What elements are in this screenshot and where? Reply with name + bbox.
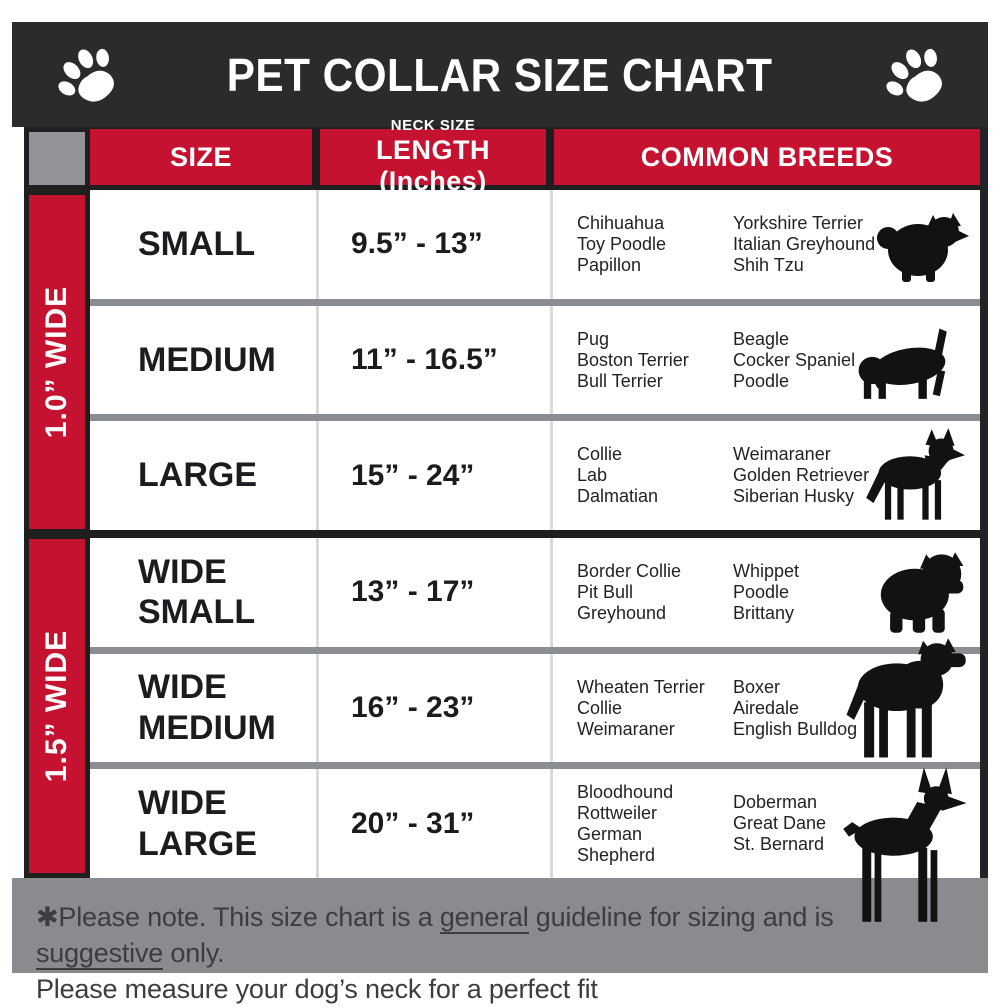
section-1-0-wide: SMALL 9.5” - 13” Chihuahua Toy Poodle Pa… <box>90 190 980 531</box>
breeds-list: Boxer Airedale English Bulldog <box>733 676 858 739</box>
footer-text: ✱Please note. This size chart is a <box>36 902 440 932</box>
footer-line-2: Please measure your dog’s neck for a per… <box>36 974 598 1004</box>
breeds-list: Yorkshire Terrier Italian Greyhound Shih… <box>733 212 876 275</box>
breeds-list: Pug Boston Terrier Bull Terrier <box>577 328 689 391</box>
footer-note: ✱Please note. This size chart is a gener… <box>12 878 988 1004</box>
collar-width-rail: 1.0” WIDE 1.5” WIDE <box>24 127 90 878</box>
breeds-cell: Pug Boston Terrier Bull Terrier Beagle C… <box>550 305 980 415</box>
table-row-wide-small: WIDE SMALL 13” - 17” Border Collie Pit B… <box>90 538 980 647</box>
column-header-row: SIZE NECK SIZE LENGTH (Inches) COMMON BR… <box>90 117 980 196</box>
size-label: WIDE MEDIUM <box>138 668 276 747</box>
table-row-small: SMALL 9.5” - 13” Chihuahua Toy Poodle Pa… <box>90 190 980 299</box>
breeds-list: Weimaraner Golden Retriever Siberian Hus… <box>733 444 870 507</box>
pomeranian-dog-silhouette <box>872 204 972 284</box>
column-header-size: SIZE <box>90 129 312 185</box>
pitbull-dog-silhouette <box>834 632 972 770</box>
bulldog-dog-silhouette <box>868 543 972 641</box>
table-row-large: LARGE 15” - 24” Collie Lab Dalmatian Wei… <box>90 414 980 531</box>
beagle-dog-silhouette <box>846 318 972 402</box>
breeds-list: Whippet Poodle Brittany <box>733 560 800 623</box>
paw-icon <box>886 48 942 102</box>
title-bar: PET COLLAR SIZE CHART <box>12 22 988 127</box>
size-label: SMALL <box>138 224 256 263</box>
breeds-cell: Chihuahua Toy Poodle Papillon Yorkshire … <box>550 190 980 299</box>
breeds-cell: Bloodhound Rottweiler German Shepherd Do… <box>550 767 980 923</box>
column-header-common-breeds: COMMON BREEDS <box>554 129 980 185</box>
size-label: WIDE LARGE <box>138 783 257 863</box>
footer-text: only. <box>163 938 225 968</box>
neck-range: 11” - 16.5” <box>316 305 550 415</box>
breeds-cell: Wheaten Terrier Collie Weimaraner Boxer … <box>550 638 980 763</box>
neck-range: 13” - 17” <box>316 538 550 647</box>
size-label: MEDIUM <box>138 340 276 379</box>
table-row-wide-medium: WIDE MEDIUM 16” - 23” Wheaten Terrier Co… <box>90 638 980 763</box>
doberman-dog-silhouette <box>822 765 972 933</box>
breeds-list: Beagle Cocker Spaniel Poodle <box>733 328 856 391</box>
footer-text: guideline for sizing and is <box>528 902 834 932</box>
rail-corner-spacer <box>24 127 90 190</box>
width-band-label: 1.5” WIDE <box>40 629 73 783</box>
width-band-label: 1.0” WIDE <box>40 285 73 439</box>
neck-range: 15” - 24” <box>316 421 550 531</box>
shepherd-dog-silhouette <box>854 424 972 528</box>
breeds-cell: Border Collie Pit Bull Greyhound Whippet… <box>550 538 980 647</box>
section-1-5-wide: WIDE SMALL 13” - 17” Border Collie Pit B… <box>90 530 980 923</box>
paw-icon <box>58 48 114 102</box>
width-band-1-0: 1.0” WIDE <box>24 190 90 534</box>
size-chart-poster: PET COLLAR SIZE CHART 1.0” WIDE 1.5” WID… <box>12 22 988 1004</box>
size-label: WIDE SMALL <box>138 552 256 632</box>
page-title: PET COLLAR SIZE CHART <box>227 48 773 101</box>
breeds-list: Wheaten Terrier Collie Weimaraner <box>577 676 705 739</box>
width-band-1-5: 1.5” WIDE <box>24 534 90 878</box>
breeds-list: Chihuahua Toy Poodle Papillon <box>577 212 667 275</box>
neck-range: 16” - 23” <box>316 653 550 763</box>
breeds-list: Border Collie Pit Bull Greyhound <box>577 560 682 623</box>
breeds-cell: Collie Lab Dalmatian Weimaraner Golden R… <box>550 421 980 531</box>
size-label: LARGE <box>138 456 257 495</box>
breeds-list: Collie Lab Dalmatian <box>577 444 659 507</box>
footer-underlined-word: suggestive <box>36 938 164 970</box>
table-row-medium: MEDIUM 11” - 16.5” Pug Boston Terrier Bu… <box>90 298 980 415</box>
neck-range: 20” - 31” <box>316 769 550 879</box>
breeds-list: Doberman Great Dane St. Bernard <box>733 792 827 855</box>
column-header-neck-size: NECK SIZE LENGTH (Inches) <box>320 117 546 196</box>
footer-line-1: ✱Please note. This size chart is a gener… <box>36 899 964 971</box>
neck-range: 9.5” - 13” <box>316 190 550 299</box>
table-grid: SIZE NECK SIZE LENGTH (Inches) COMMON BR… <box>90 117 988 923</box>
size-chart-table: 1.0” WIDE 1.5” WIDE SIZE NECK SIZE LENGT… <box>12 117 988 923</box>
breeds-list: Bloodhound Rottweiler German Shepherd <box>577 781 674 865</box>
table-row-wide-large: WIDE LARGE 20” - 31” Bloodhound Rottweil… <box>90 762 980 923</box>
footer-underlined-word: general <box>439 902 529 934</box>
